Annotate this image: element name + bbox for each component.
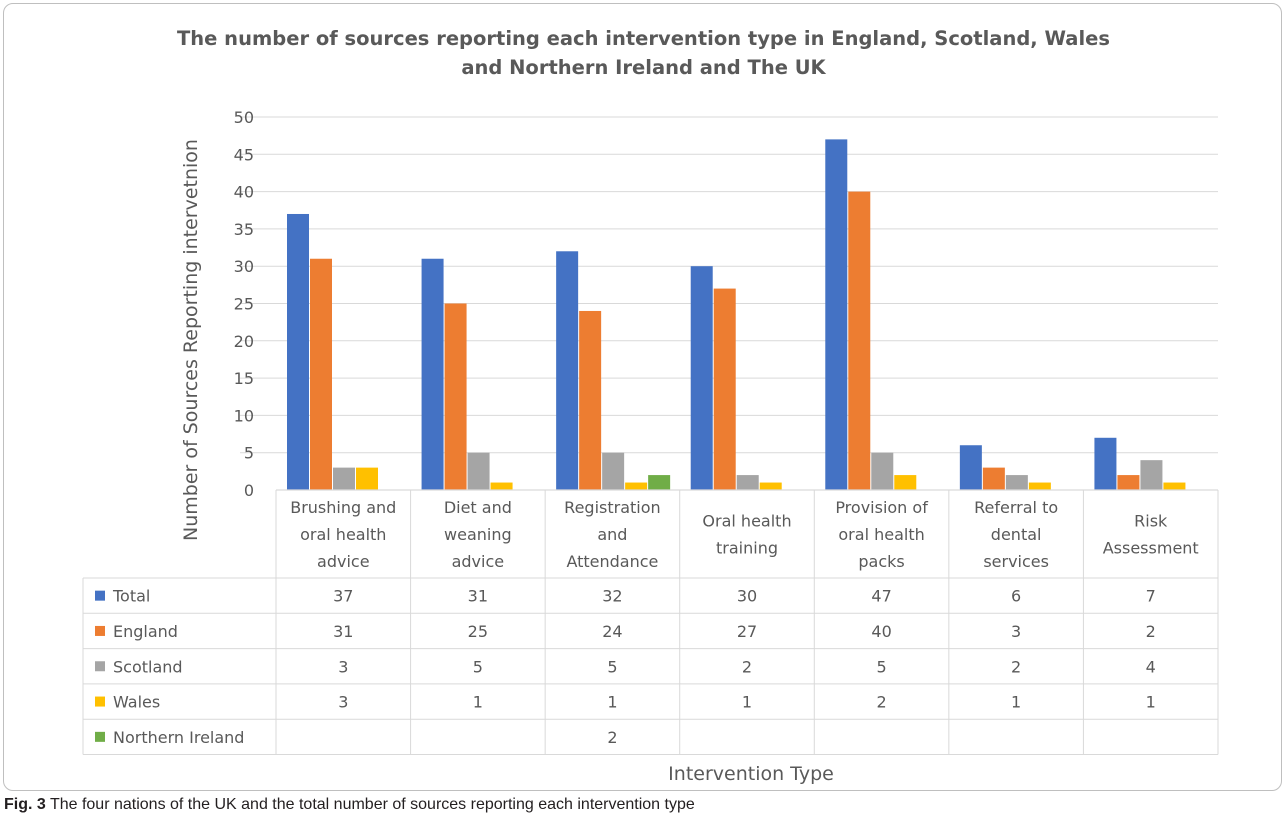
bar — [894, 475, 917, 490]
data-label: 37 — [333, 587, 353, 606]
y-tick-label: 50 — [234, 108, 254, 127]
y-tick-label: 35 — [234, 220, 254, 239]
data-label: 32 — [602, 587, 622, 606]
bar — [1117, 475, 1140, 490]
data-label: 2 — [742, 657, 752, 676]
bar — [333, 467, 355, 490]
bar — [444, 303, 467, 490]
bar — [490, 482, 513, 490]
bar — [1005, 475, 1028, 490]
data-label: 40 — [871, 622, 891, 641]
data-label: 6 — [1011, 587, 1021, 606]
y-tick-label: 25 — [234, 295, 254, 314]
data-label: 31 — [468, 587, 488, 606]
caption-label: Fig. 3 — [4, 796, 46, 813]
y-tick-label: 10 — [234, 406, 254, 425]
legend-key — [95, 590, 105, 601]
y-tick-label: 20 — [234, 332, 254, 351]
y-tick-label: 30 — [234, 257, 254, 276]
x-tick-label: Oral health training — [702, 512, 791, 558]
x-tick-label: Diet and weaning advice — [444, 498, 512, 571]
bar — [421, 258, 444, 490]
y-tick-label: 15 — [234, 369, 254, 388]
legend-key — [95, 661, 105, 672]
x-tick-label: Risk Assessment — [1103, 512, 1199, 558]
bar — [356, 467, 378, 490]
bar — [690, 266, 713, 490]
bar — [1140, 460, 1163, 490]
data-label: 7 — [1146, 587, 1156, 606]
bar — [310, 258, 332, 490]
bar — [1028, 482, 1051, 490]
data-label: 2 — [1146, 622, 1156, 641]
x-tick-label: Provision of oral health packs — [835, 498, 928, 571]
bar — [625, 482, 648, 490]
series-name: Scotland — [113, 657, 183, 676]
data-label: 25 — [468, 622, 488, 641]
data-label: 30 — [737, 587, 757, 606]
caption-text: The four nations of the UK and the total… — [49, 796, 695, 813]
bar — [825, 139, 848, 490]
bar — [1163, 482, 1186, 490]
data-label: 2 — [1011, 657, 1021, 676]
data-label: 1 — [1011, 693, 1021, 712]
y-tick-label: 0 — [244, 481, 254, 500]
legend-key — [95, 625, 105, 636]
legend-key — [95, 696, 105, 707]
series-name: England — [113, 622, 178, 641]
bar — [848, 191, 871, 490]
bar — [736, 475, 759, 490]
bar — [287, 213, 309, 491]
x-tick-label: Brushing and oral health advice — [290, 498, 396, 571]
data-label: 3 — [1011, 622, 1021, 641]
data-label: 24 — [602, 622, 622, 641]
data-label: 47 — [871, 587, 891, 606]
data-label: 2 — [876, 693, 886, 712]
legend-key — [95, 731, 105, 742]
x-tick-label: Registration and Attendance — [564, 498, 660, 571]
bar — [982, 467, 1005, 490]
bar — [713, 288, 736, 490]
data-label: 3 — [338, 693, 348, 712]
bar — [648, 475, 671, 490]
bar — [467, 452, 490, 490]
figure-frame — [3, 3, 1282, 791]
chart-title-line-2: and Northern Ireland and The UK — [461, 56, 826, 79]
bar — [759, 482, 782, 490]
data-label: 5 — [607, 657, 617, 676]
data-label: 4 — [1146, 657, 1156, 676]
bar — [871, 452, 894, 490]
x-tick-label: Referral to dental services — [974, 498, 1058, 571]
series-name: Wales — [113, 693, 160, 712]
y-tick-label: 45 — [234, 145, 254, 164]
bar — [556, 251, 579, 490]
data-label: 3 — [338, 657, 348, 676]
data-label: 1 — [473, 693, 483, 712]
data-label: 31 — [333, 622, 353, 641]
bar — [959, 445, 982, 490]
chart-title: The number of sources reporting each int… — [0, 24, 1287, 82]
y-axis-title: Number of Sources Reporting intervetnion — [180, 139, 202, 541]
bar — [602, 452, 625, 490]
data-label: 5 — [473, 657, 483, 676]
bar — [1094, 437, 1117, 490]
data-label: 27 — [737, 622, 757, 641]
data-label: 2 — [607, 728, 617, 747]
y-tick-label: 40 — [234, 183, 254, 202]
series-name: Total — [112, 587, 150, 606]
data-label: 1 — [1146, 693, 1156, 712]
y-tick-label: 5 — [244, 444, 254, 463]
chart-title-line-1: The number of sources reporting each int… — [176, 27, 1110, 50]
series-name: Northern Ireland — [113, 728, 244, 747]
x-axis-title: Intervention Type — [668, 763, 834, 785]
data-label: 1 — [607, 693, 617, 712]
data-label: 1 — [742, 693, 752, 712]
figure-caption: Fig. 3 The four nations of the UK and th… — [4, 796, 695, 814]
bar — [579, 310, 602, 490]
data-label: 5 — [876, 657, 886, 676]
